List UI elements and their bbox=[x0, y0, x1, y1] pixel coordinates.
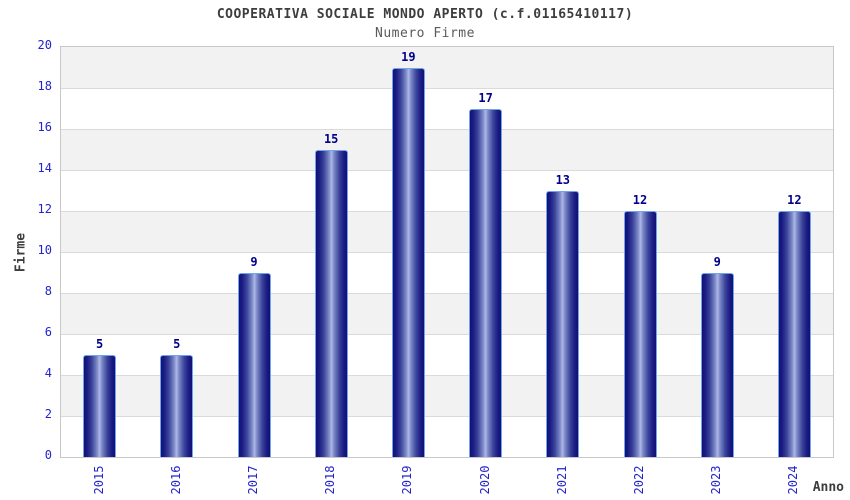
bar-value-label: 5 bbox=[95, 336, 104, 351]
y-tick-label: 20 bbox=[37, 38, 52, 52]
x-tick-label: 2017 bbox=[246, 465, 260, 495]
bar-value-label: 9 bbox=[250, 254, 258, 269]
bar-value-label: 17 bbox=[478, 90, 493, 105]
bar bbox=[314, 149, 348, 457]
gridline bbox=[61, 334, 833, 335]
y-tick-label: 2 bbox=[44, 407, 52, 421]
plot-band bbox=[61, 211, 833, 252]
x-tick-label: 2018 bbox=[323, 465, 338, 495]
bar bbox=[777, 211, 811, 457]
chart-title: COOPERATIVA SOCIALE MONDO APERTO (c.f.01… bbox=[216, 7, 634, 22]
bar-value-label: 19 bbox=[401, 49, 416, 64]
bar-value-label: 9 bbox=[713, 254, 721, 269]
y-tick-label: 12 bbox=[37, 202, 52, 216]
bar bbox=[623, 211, 657, 457]
plot-band bbox=[61, 47, 833, 88]
bar-value-label: 12 bbox=[632, 193, 648, 207]
bar bbox=[160, 354, 194, 457]
bar-value-label: 15 bbox=[323, 131, 339, 146]
bar bbox=[83, 354, 117, 457]
plot-band bbox=[61, 170, 833, 211]
gridline bbox=[61, 211, 833, 212]
y-tick-label: 16 bbox=[37, 120, 52, 134]
gridline bbox=[61, 252, 833, 253]
gridline bbox=[61, 129, 833, 130]
bar-value-label: 12 bbox=[787, 193, 802, 207]
bar bbox=[700, 272, 734, 457]
x-tick-label: 2015 bbox=[91, 465, 106, 495]
x-axis-title: Anno bbox=[812, 480, 844, 495]
x-tick-label: 2024 bbox=[786, 465, 801, 495]
bar-value-label: 5 bbox=[173, 336, 181, 351]
gridline bbox=[61, 170, 833, 171]
gridline bbox=[61, 293, 833, 294]
bar bbox=[469, 108, 503, 457]
gridline bbox=[61, 88, 833, 89]
x-tick-label: 2020 bbox=[477, 465, 492, 495]
gridline bbox=[61, 416, 833, 417]
bar-value-label: 13 bbox=[555, 172, 571, 187]
y-tick-label: 14 bbox=[37, 161, 52, 175]
x-tick-label: 2021 bbox=[554, 465, 569, 495]
x-tick-label: 2019 bbox=[400, 465, 415, 495]
y-tick-label: 18 bbox=[37, 79, 52, 93]
bar bbox=[546, 190, 580, 457]
plot-band bbox=[61, 88, 833, 129]
x-tick-label: 2022 bbox=[632, 465, 646, 495]
chart-subtitle: Numero Firme bbox=[375, 26, 475, 41]
gridline bbox=[61, 375, 833, 376]
y-tick-label: 0 bbox=[44, 448, 52, 462]
y-tick-label: 6 bbox=[44, 325, 52, 339]
x-tick-label: 2016 bbox=[168, 465, 183, 495]
y-tick-label: 4 bbox=[44, 366, 52, 380]
y-tick-label: 8 bbox=[44, 284, 52, 298]
bar bbox=[391, 67, 425, 457]
bar bbox=[237, 272, 271, 457]
plot-area: 5 5 9 15 19 17 13 12 9 12 bbox=[60, 46, 834, 458]
plot-band bbox=[61, 129, 833, 170]
x-tick-label: 2023 bbox=[709, 465, 724, 495]
y-tick-label: 10 bbox=[37, 243, 52, 257]
